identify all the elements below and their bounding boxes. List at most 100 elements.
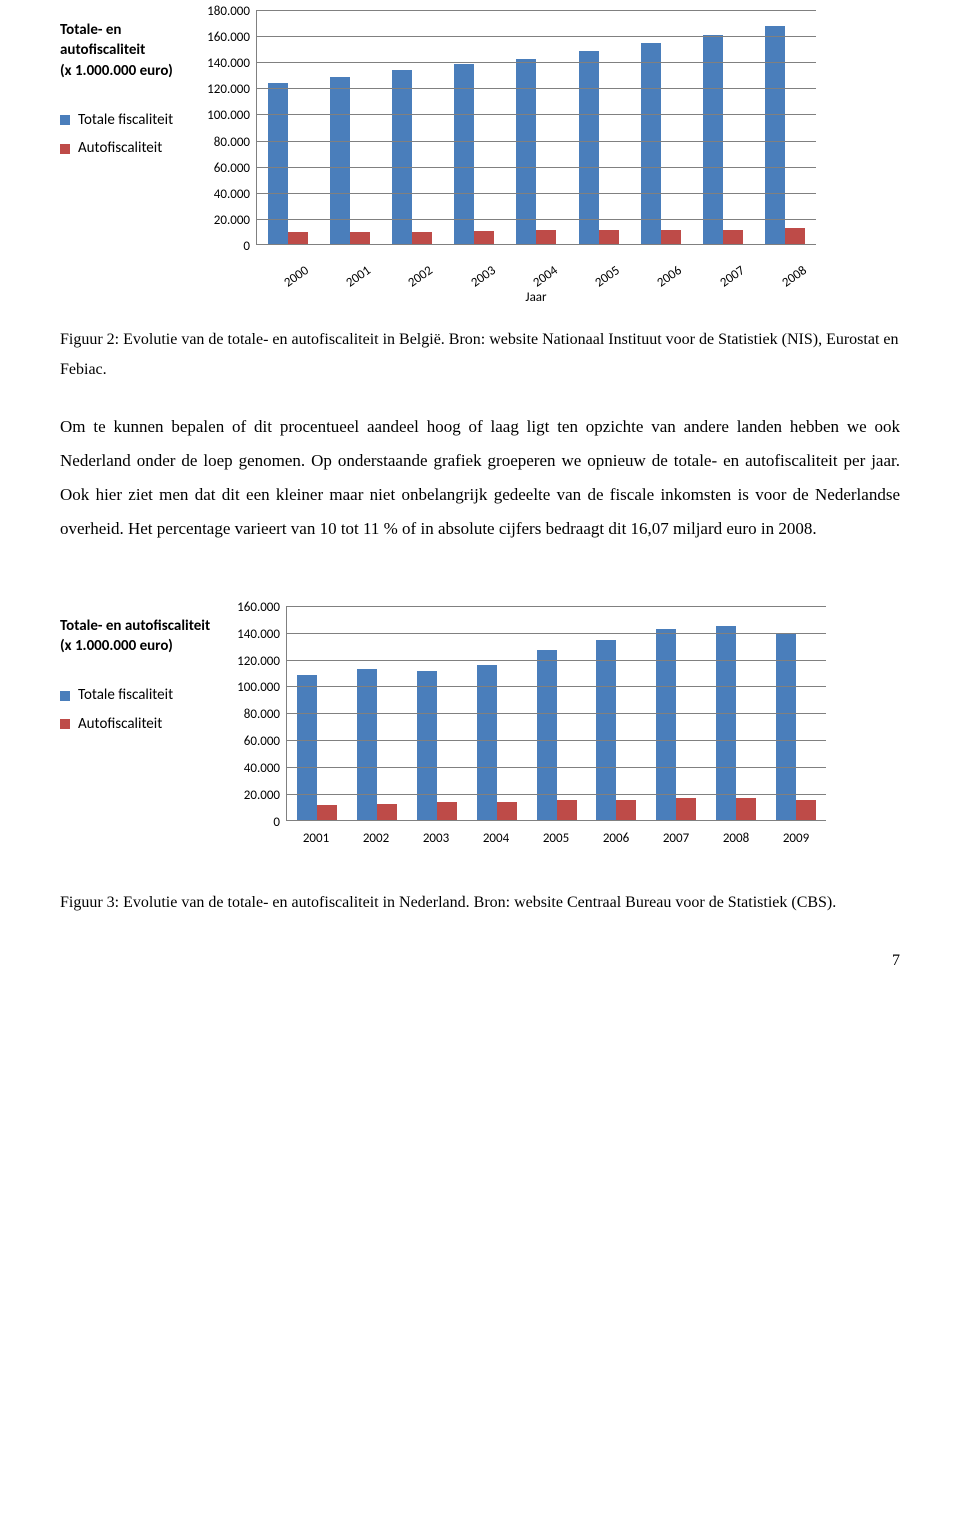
bar	[317, 805, 337, 820]
bar	[736, 798, 756, 820]
bar	[377, 804, 397, 820]
bar	[796, 800, 816, 820]
xtick-label: 2003	[406, 829, 466, 849]
bar	[716, 626, 736, 820]
ytick-label: 60.000	[214, 159, 250, 179]
bar	[297, 675, 317, 820]
ytick-label: 40.000	[214, 185, 250, 205]
xtick-label: 2002	[346, 829, 406, 849]
bar	[579, 51, 599, 244]
bar	[676, 798, 696, 820]
gridline	[257, 219, 816, 220]
bar	[516, 59, 536, 244]
gridline	[257, 62, 816, 63]
bar	[785, 228, 805, 244]
ytick-label: 80.000	[244, 705, 280, 725]
legend-swatch	[60, 144, 70, 154]
ytick-label: 20.000	[214, 211, 250, 231]
ytick-label: 0	[273, 813, 280, 833]
bar	[776, 633, 796, 820]
legend-label: Totale fiscaliteit	[78, 684, 173, 707]
chart-1-xaxis: 200020012002200320042005200620072008	[256, 250, 816, 270]
ytick-label: 160.000	[207, 28, 250, 48]
bar-group	[467, 665, 527, 820]
bar-group	[407, 671, 467, 820]
ytick-label: 100.000	[237, 678, 280, 698]
gridline	[257, 167, 816, 168]
gridline	[287, 767, 826, 768]
bar	[417, 671, 437, 820]
gridline	[257, 88, 816, 89]
bar	[599, 230, 619, 244]
chart-2-plot-area: 160.000140.000120.000100.00080.00060.000…	[280, 606, 900, 849]
ytick-label: 20.000	[244, 786, 280, 806]
gridline	[287, 686, 826, 687]
bar	[268, 83, 288, 244]
bar	[412, 232, 432, 244]
bar-group	[257, 83, 319, 244]
page-number: 7	[60, 949, 900, 973]
figure-2-caption: Figuur 2: Evolutie van de totale- en aut…	[60, 325, 900, 386]
bar-group	[568, 51, 630, 244]
xtick-label: 2008	[706, 829, 766, 849]
ytick-label: 0	[243, 237, 250, 257]
legend-swatch	[60, 691, 70, 701]
gridline	[287, 660, 826, 661]
bar-group	[766, 633, 826, 820]
bar-group	[646, 629, 706, 820]
gridline	[287, 794, 826, 795]
ytick-label: 140.000	[237, 625, 280, 645]
bar	[596, 640, 616, 820]
gridline	[287, 713, 826, 714]
xtick-label: 2004	[466, 829, 526, 849]
bar	[350, 232, 370, 244]
gridline	[287, 633, 826, 634]
bar	[536, 230, 556, 244]
bar	[557, 800, 577, 819]
xtick-label: 2006	[586, 829, 646, 849]
bar-group	[754, 26, 816, 244]
gridline	[257, 141, 816, 142]
bar	[474, 231, 494, 244]
bar-group	[586, 640, 646, 820]
bar-group	[443, 64, 505, 244]
gridline	[257, 36, 816, 37]
ytick-label: 40.000	[244, 759, 280, 779]
bar	[661, 230, 681, 244]
ytick-label: 160.000	[237, 598, 280, 618]
gridline	[257, 193, 816, 194]
chart-1: Totale- enautofiscaliteit(x 1.000.000 eu…	[60, 10, 900, 307]
gridline	[287, 740, 826, 741]
gridline	[257, 10, 816, 11]
bar	[656, 629, 676, 820]
ytick-label: 140.000	[207, 54, 250, 74]
bar	[477, 665, 497, 820]
body-paragraph: Om te kunnen bepalen of dit procentueel …	[60, 410, 900, 546]
xtick-label: 2001	[286, 829, 346, 849]
bar	[641, 43, 661, 244]
bar-group	[630, 43, 692, 244]
ytick-label: 60.000	[244, 732, 280, 752]
legend-swatch	[60, 719, 70, 729]
figure-3-caption: Figuur 3: Evolutie van de totale- en aut…	[60, 888, 900, 918]
bar	[454, 64, 474, 244]
legend-label: Autofiscaliteit	[78, 137, 162, 160]
chart-2: Totale- en autofiscaliteit(x 1.000.000 e…	[60, 606, 900, 849]
bar-group	[706, 626, 766, 820]
xtick-label: 2005	[526, 829, 586, 849]
chart-2-xaxis: 200120022003200420052006200720082009	[286, 829, 826, 849]
chart-1-plot	[256, 10, 816, 245]
bar	[357, 669, 377, 820]
bar	[288, 232, 308, 244]
ytick-label: 120.000	[207, 80, 250, 100]
xtick-label: 2007	[646, 829, 706, 849]
chart-1-plot-area: 180.000160.000140.000120.000100.00080.00…	[250, 10, 900, 307]
bar-group	[347, 669, 407, 820]
gridline	[257, 114, 816, 115]
legend-label: Autofiscaliteit	[78, 713, 162, 736]
ytick-label: 180.000	[207, 2, 250, 22]
bar-group	[505, 59, 567, 244]
bar	[765, 26, 785, 244]
legend-label: Totale fiscaliteit	[78, 109, 173, 132]
bar	[723, 230, 743, 244]
